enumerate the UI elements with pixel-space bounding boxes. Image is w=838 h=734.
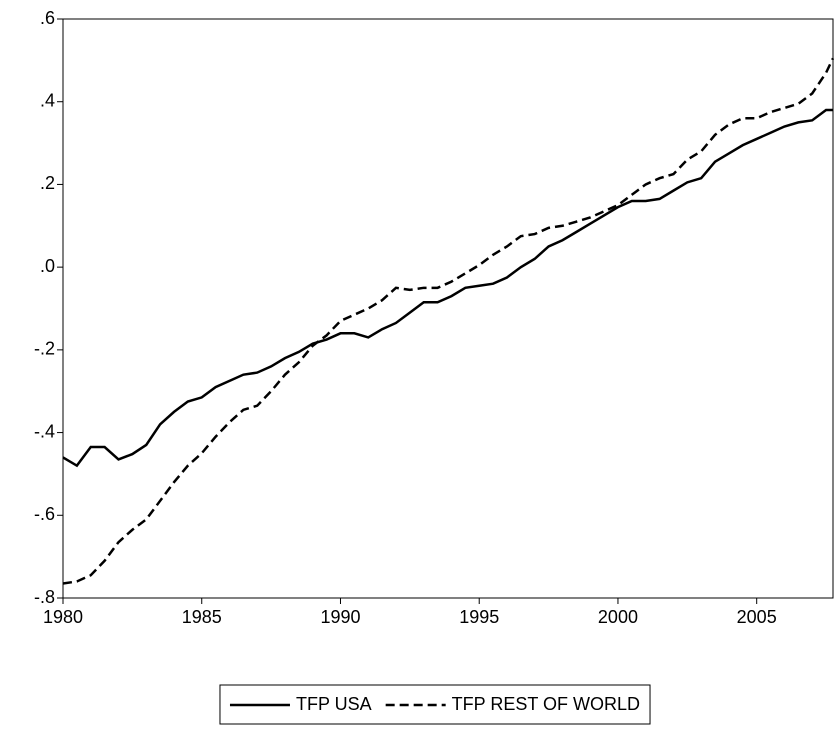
x-tick-label: 1990 <box>320 607 360 627</box>
y-tick-label: -.4 <box>34 421 55 441</box>
y-tick-label: .0 <box>40 256 55 276</box>
series-line <box>62 57 835 585</box>
y-tick-label: -.2 <box>34 339 55 359</box>
y-tick-label: .4 <box>40 90 55 110</box>
legend-label: TFP REST OF WORLD <box>452 694 640 714</box>
y-tick-label: .6 <box>40 8 55 28</box>
series-line <box>62 108 833 468</box>
x-tick-label: 1995 <box>459 607 499 627</box>
y-tick-label: -.6 <box>34 504 55 524</box>
y-tick-label: .2 <box>40 173 55 193</box>
x-tick-label: 2000 <box>598 607 638 627</box>
x-tick-label: 2005 <box>737 607 777 627</box>
y-tick-label: -.8 <box>34 587 55 607</box>
plot-frame <box>62 18 834 599</box>
x-tick-label: 1985 <box>182 607 222 627</box>
legend: TFP USA TFP REST OF WORLD <box>219 684 651 725</box>
legend-label: TFP USA <box>296 694 372 714</box>
x-tick-label: 1980 <box>43 607 83 627</box>
